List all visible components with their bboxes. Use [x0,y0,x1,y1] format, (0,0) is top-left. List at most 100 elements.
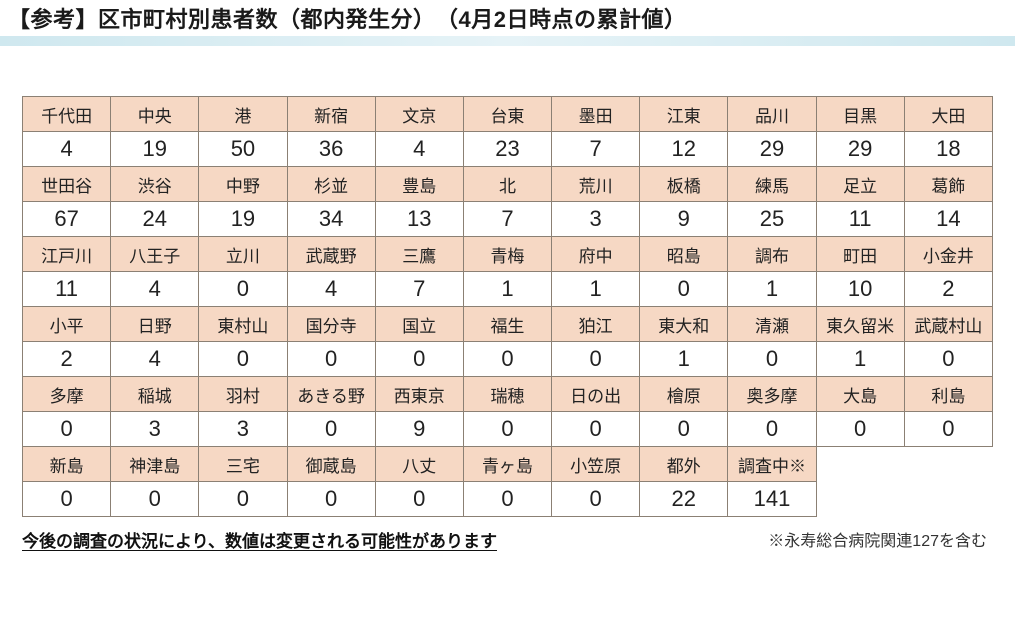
footer: 今後の調査の状況により、数値は変更される可能性があります ※永寿総合病院関連12… [0,523,1015,552]
header-cell: 渋谷 [111,167,199,202]
header-cell: 品川 [728,97,816,132]
value-cell: 0 [728,412,816,447]
value-cell: 0 [463,482,551,517]
empty-cell [904,482,992,517]
value-cell: 3 [199,412,287,447]
value-cell: 18 [904,132,992,167]
header-cell: 稲城 [111,377,199,412]
header-cell: 北 [463,167,551,202]
header-cell: 墨田 [552,97,640,132]
header-cell: 日の出 [552,377,640,412]
header-cell: 大田 [904,97,992,132]
table-area: 千代田中央港新宿文京台東墨田江東品川目黒大田419503642371229291… [0,46,1015,523]
value-cell: 0 [375,482,463,517]
header-cell: 目黒 [816,97,904,132]
value-cell: 1 [816,342,904,377]
table-row: 江戸川八王子立川武蔵野三鷹青梅府中昭島調布町田小金井 [23,237,993,272]
value-cell: 0 [904,412,992,447]
value-cell: 0 [552,342,640,377]
value-cell: 1 [552,272,640,307]
header-cell: 神津島 [111,447,199,482]
empty-cell [816,482,904,517]
table-row: 世田谷渋谷中野杉並豊島北荒川板橋練馬足立葛飾 [23,167,993,202]
header-cell: 台東 [463,97,551,132]
header-cell: 杉並 [287,167,375,202]
value-cell: 10 [816,272,904,307]
value-cell: 50 [199,132,287,167]
value-cell: 0 [287,342,375,377]
header-cell: 新島 [23,447,111,482]
table-row: 1140471101102 [23,272,993,307]
header-cell: 江東 [640,97,728,132]
header-cell: 福生 [463,307,551,342]
value-cell: 25 [728,202,816,237]
table-row: 6724193413739251114 [23,202,993,237]
value-cell: 141 [728,482,816,517]
header-cell: 東大和 [640,307,728,342]
header-cell: 板橋 [640,167,728,202]
value-cell: 0 [375,342,463,377]
value-cell: 0 [199,482,287,517]
header-cell: 江戸川 [23,237,111,272]
header-cell: 立川 [199,237,287,272]
header-cell: 千代田 [23,97,111,132]
header-cell: 府中 [552,237,640,272]
value-cell: 9 [640,202,728,237]
value-cell: 1 [728,272,816,307]
header-cell: 武蔵野 [287,237,375,272]
value-cell: 9 [375,412,463,447]
value-cell: 23 [463,132,551,167]
header-cell: 豊島 [375,167,463,202]
value-cell: 2 [23,342,111,377]
header-cell: 調査中※ [728,447,816,482]
header-cell: 狛江 [552,307,640,342]
value-cell: 0 [199,272,287,307]
table-row: 000000022141 [23,482,993,517]
table-row: 小平日野東村山国分寺国立福生狛江東大和清瀬東久留米武蔵村山 [23,307,993,342]
empty-cell [904,447,992,482]
value-cell: 29 [816,132,904,167]
header-cell: 清瀬 [728,307,816,342]
value-cell: 4 [23,132,111,167]
header-cell: 中野 [199,167,287,202]
header-cell: 檜原 [640,377,728,412]
header-cell: 小平 [23,307,111,342]
header-cell: 日野 [111,307,199,342]
value-cell: 4 [111,272,199,307]
header-cell: 三宅 [199,447,287,482]
header-cell: 葛飾 [904,167,992,202]
header-cell: 三鷹 [375,237,463,272]
header-cell: 八丈 [375,447,463,482]
header-cell: 都外 [640,447,728,482]
header-cell: 大島 [816,377,904,412]
value-cell: 0 [552,412,640,447]
header-cell: あきる野 [287,377,375,412]
value-cell: 3 [111,412,199,447]
value-cell: 11 [816,202,904,237]
value-cell: 0 [463,412,551,447]
header-cell: 新宿 [287,97,375,132]
value-cell: 36 [287,132,375,167]
value-cell: 0 [728,342,816,377]
value-cell: 0 [199,342,287,377]
header-cell: 小笠原 [552,447,640,482]
header-cell: 青梅 [463,237,551,272]
header-cell: 八王子 [111,237,199,272]
header-cell: 御蔵島 [287,447,375,482]
header-cell: 世田谷 [23,167,111,202]
header-cell: 荒川 [552,167,640,202]
table-row: 4195036423712292918 [23,132,993,167]
empty-cell [816,447,904,482]
value-cell: 0 [904,342,992,377]
value-cell: 14 [904,202,992,237]
header-cell: 練馬 [728,167,816,202]
value-cell: 0 [552,482,640,517]
value-cell: 19 [199,202,287,237]
header-cell: 国立 [375,307,463,342]
value-cell: 7 [375,272,463,307]
value-cell: 12 [640,132,728,167]
title-block: 【参考】区市町村別患者数（都内発生分） （4月2日時点の累計値） [0,0,1015,34]
value-cell: 11 [23,272,111,307]
value-cell: 4 [111,342,199,377]
value-cell: 0 [816,412,904,447]
